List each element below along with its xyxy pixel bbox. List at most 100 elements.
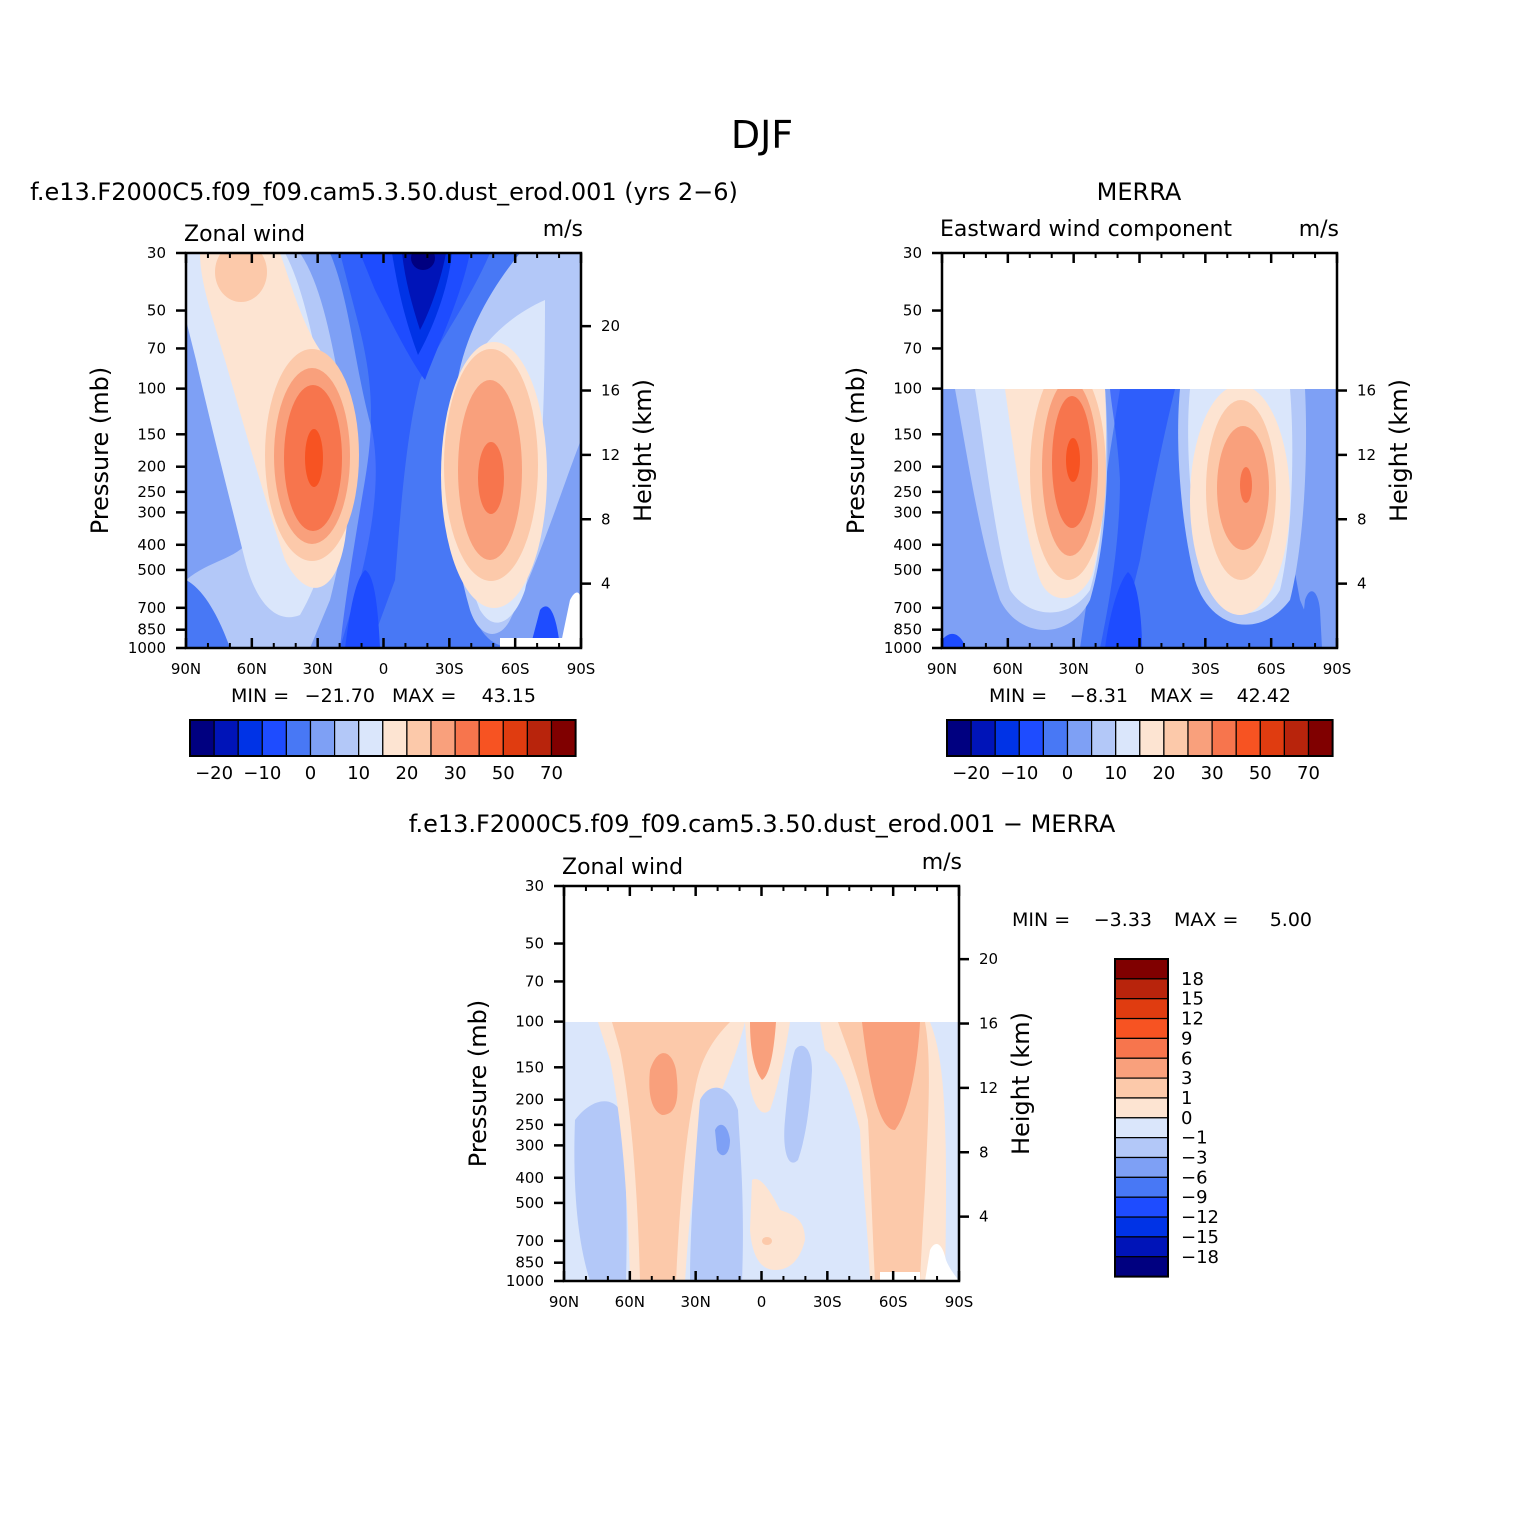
colorbar-swatch xyxy=(1187,719,1213,757)
height-tick-label: 12 xyxy=(1357,446,1376,464)
colorbar-swatch xyxy=(189,719,215,757)
colorbar-swatch xyxy=(1114,1037,1169,1059)
height-tick-label: 4 xyxy=(601,575,611,593)
colorbar-label: −20 xyxy=(195,763,233,784)
colorbar-label: 0 xyxy=(1181,1108,1192,1129)
colorbar-swatch xyxy=(309,719,336,757)
colorbar-label: −10 xyxy=(1000,763,1038,784)
x-tick-label: 30N xyxy=(681,1293,711,1311)
colorbar-swatch xyxy=(1114,958,1169,980)
colorbar-swatch xyxy=(1307,719,1334,757)
y-tick-label: 30 xyxy=(903,244,922,262)
x-tick-label: 0 xyxy=(1135,660,1145,678)
axes: 90N 60N 30N 0 30S 60S 90S 30 50 70 100 150 200 250 300… xyxy=(464,877,1035,1311)
colorbar-swatch xyxy=(406,719,432,757)
min-value: −8.31 xyxy=(1070,685,1128,707)
min-label: MIN = xyxy=(1012,909,1070,931)
min-value: −21.70 xyxy=(305,685,375,707)
colorbar-frame xyxy=(1114,958,1169,1278)
y2-axis-title: Height (km) xyxy=(1385,379,1413,522)
height-tick-label: 16 xyxy=(1357,382,1376,400)
y-tick-label: 100 xyxy=(137,380,166,398)
colorbar-label: −6 xyxy=(1181,1167,1208,1188)
y-tick-label: 150 xyxy=(137,425,166,443)
colorbar-swatch xyxy=(994,719,1020,757)
left-string: Zonal wind xyxy=(562,855,683,880)
x-tick-label: 60S xyxy=(501,660,530,678)
colorbar-label: 70 xyxy=(1297,763,1320,784)
y-tick-label: 50 xyxy=(903,302,922,320)
x-tick-label: 60S xyxy=(879,1293,908,1311)
y-tick-label: 150 xyxy=(515,1058,544,1076)
y-tick-label: 400 xyxy=(893,536,922,554)
x-tick-label: 30N xyxy=(1059,660,1089,678)
max-value: 5.00 xyxy=(1270,909,1312,931)
max-label: MAX = xyxy=(392,685,456,707)
y-tick-label: 300 xyxy=(137,503,166,521)
units-label: m/s xyxy=(543,217,583,242)
colorbar-swatch xyxy=(358,719,384,757)
colorbar-label: 10 xyxy=(1104,763,1127,784)
min-value: −3.33 xyxy=(1094,909,1152,931)
x-tick-label: 30S xyxy=(435,660,464,678)
y-tick-label: 400 xyxy=(515,1169,544,1187)
x-tick-label: 90S xyxy=(567,660,596,678)
colorbar-swatch xyxy=(1139,719,1165,757)
colorbar-swatch xyxy=(1114,998,1169,1020)
colorbar-label: −15 xyxy=(1181,1227,1219,1248)
height-tick-label: 12 xyxy=(979,1079,998,1097)
height-tick-label: 16 xyxy=(979,1015,998,1033)
panel-merra: MERRA Eastward wind component m/s xyxy=(842,178,1413,784)
y-tick-label: 100 xyxy=(515,1013,544,1031)
y-tick-label: 250 xyxy=(893,483,922,501)
contour-field xyxy=(564,1022,959,1281)
axes: 90N 60N 30N 0 30S 60S 90S 30 50 70 100 150 200 250 300… xyxy=(86,244,657,678)
colorbar-swatch xyxy=(970,719,996,757)
min-label: MIN = xyxy=(989,685,1047,707)
x-tick-label: 0 xyxy=(379,660,389,678)
panel-model: f.e13.F2000C5.f09_f09.cam5.3.50.dust_ero… xyxy=(30,178,738,784)
colorbar-swatch xyxy=(1042,719,1069,757)
colorbar-label: −18 xyxy=(1181,1247,1219,1268)
height-tick-label: 20 xyxy=(601,317,620,335)
height-tick-label: 8 xyxy=(601,510,611,528)
colorbar-swatch xyxy=(1114,1017,1169,1039)
x-tick-label: 30S xyxy=(1191,660,1220,678)
colorbar-swatch xyxy=(1114,1196,1169,1218)
colorbar-label: 12 xyxy=(1181,1009,1204,1030)
y-tick-label: 100 xyxy=(893,380,922,398)
left-string: Zonal wind xyxy=(184,222,305,247)
figure-title: DJF xyxy=(731,113,793,157)
y-axis-title: Pressure (mb) xyxy=(842,367,870,534)
colorbar-label: 1 xyxy=(1181,1088,1192,1109)
colorbar-swatch xyxy=(1114,1097,1169,1119)
y-tick-label: 400 xyxy=(137,536,166,554)
y-tick-label: 250 xyxy=(515,1116,544,1134)
colorbar-label: 3 xyxy=(1181,1068,1192,1089)
colorbar-swatch xyxy=(1018,719,1044,757)
y-tick-label: 200 xyxy=(893,458,922,476)
colorbar-frame xyxy=(946,719,1334,757)
colorbar-swatch xyxy=(334,719,360,757)
x-tick-label: 60N xyxy=(615,1293,645,1311)
colorbar: −20 −10 0 10 20 30 50 70 xyxy=(946,719,1334,784)
colorbar-swatch xyxy=(1114,1176,1169,1198)
colorbar-swatch xyxy=(1114,1117,1169,1139)
panel-title: f.e13.F2000C5.f09_f09.cam5.3.50.dust_ero… xyxy=(409,810,1116,838)
colorbar-swatch xyxy=(261,719,287,757)
x-tick-label: 90N xyxy=(927,660,957,678)
x-tick-label: 60S xyxy=(1257,660,1286,678)
colorbar-swatch xyxy=(237,719,263,757)
colorbar-swatch xyxy=(430,719,456,757)
y-tick-label: 200 xyxy=(137,458,166,476)
axes: 90N 60N 30N 0 30S 60S 90S 30 50 70 100 150 200 250 300… xyxy=(842,244,1413,678)
units-label: m/s xyxy=(922,850,962,875)
max-label: MAX = xyxy=(1174,909,1238,931)
y-tick-label: 700 xyxy=(137,599,166,617)
colorbar-label: 30 xyxy=(444,763,467,784)
y-tick-label: 250 xyxy=(137,483,166,501)
colorbar-swatch xyxy=(1114,1156,1169,1178)
y-tick-label: 70 xyxy=(525,972,544,990)
colorbar-label: 6 xyxy=(1181,1048,1192,1069)
